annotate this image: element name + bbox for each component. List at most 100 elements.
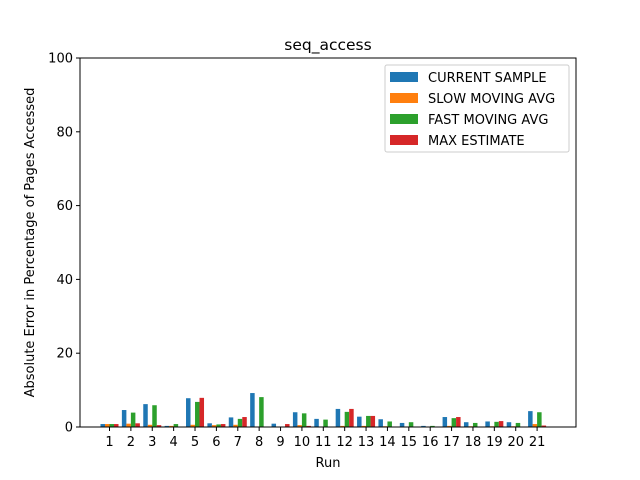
chart-title: seq_access: [284, 36, 371, 55]
legend-label: MAX ESTIMATE: [428, 134, 525, 149]
bar: [537, 412, 542, 427]
bar: [135, 423, 140, 427]
bar: [169, 425, 174, 427]
bar: [199, 397, 205, 427]
x-tick-label: 17: [443, 435, 460, 450]
bar: [173, 424, 179, 427]
bar: [421, 425, 426, 427]
bar: [207, 423, 212, 427]
y-tick-label: 40: [56, 273, 73, 288]
bar: [357, 416, 362, 427]
y-axis-ticks: 0 20 40 60 80 100: [48, 52, 80, 436]
legend: CURRENT SAMPLE SLOW MOVING AVG FAST MOVING…: [384, 64, 570, 153]
x-tick-label: 8: [255, 435, 263, 450]
bar: [498, 421, 504, 427]
x-tick-label: 9: [276, 435, 284, 450]
bar: [378, 419, 383, 427]
bar: [100, 424, 105, 427]
legend-box: [384, 64, 570, 153]
y-tick-label: 0: [65, 421, 73, 436]
bar: [472, 422, 478, 427]
legend-swatch: [390, 135, 418, 145]
x-tick-label: 14: [379, 435, 396, 450]
x-tick-label: 5: [191, 435, 199, 450]
x-tick-label: 6: [212, 435, 220, 450]
bar: [451, 418, 457, 427]
bar: [220, 424, 226, 427]
bar: [130, 412, 136, 427]
bar: [541, 425, 547, 427]
bar: [156, 425, 162, 427]
bar: [515, 422, 521, 427]
bar: [361, 425, 367, 427]
bar: [528, 411, 533, 427]
bar: [164, 425, 170, 427]
bar: [271, 423, 277, 427]
x-tick-label: 11: [315, 435, 332, 450]
bar: [292, 412, 298, 427]
bar: [105, 424, 110, 427]
bar: [216, 424, 221, 427]
legend-label: SLOW MOVING AVG: [428, 92, 555, 107]
bar: [447, 425, 452, 427]
bar: [237, 418, 243, 427]
x-tick-label: 3: [148, 435, 156, 450]
bar: [408, 422, 414, 427]
bar: [344, 411, 350, 427]
x-tick-label: 1: [105, 435, 113, 450]
legend-label: CURRENT SAMPLE: [428, 71, 547, 86]
plot-frame: [79, 57, 577, 428]
x-axis-title: Run: [316, 456, 341, 471]
bar: [485, 421, 490, 427]
x-tick-label: 12: [336, 435, 353, 450]
x-tick-label: 18: [465, 435, 482, 450]
bar: [143, 404, 148, 427]
bar: [366, 415, 371, 427]
bar: [387, 421, 392, 427]
bar: [340, 425, 345, 427]
y-tick-label: 100: [48, 52, 73, 67]
bar: [250, 393, 255, 427]
bar: [259, 397, 264, 427]
y-tick-label: 20: [56, 347, 73, 362]
bar: [456, 417, 461, 427]
x-tick-label: 15: [401, 435, 418, 450]
x-tick-label: 7: [234, 435, 242, 450]
x-tick-label: 19: [486, 435, 503, 450]
bar: [114, 424, 119, 427]
bar: [323, 419, 328, 427]
bar: [370, 415, 376, 427]
x-tick-label: 13: [358, 435, 375, 450]
bar: [463, 422, 469, 427]
bar: [152, 405, 157, 427]
bar: [349, 408, 354, 427]
bars-layer: [100, 393, 547, 427]
x-tick-label: 20: [507, 435, 524, 450]
legend-swatch: [390, 114, 418, 124]
bar: [126, 423, 131, 427]
bar: [430, 425, 435, 427]
y-axis-title: Absolute Error in Percentage of Pages Ac…: [23, 88, 38, 398]
x-tick-label: 4: [169, 435, 177, 450]
bar: [494, 421, 499, 427]
legend-swatch: [390, 93, 418, 103]
legend-swatch: [390, 72, 418, 82]
bar: [301, 413, 307, 427]
bar: [211, 425, 217, 427]
bar: [233, 424, 238, 427]
x-tick-label: 10: [294, 435, 311, 450]
y-tick-label: 60: [56, 199, 73, 214]
bar: [442, 417, 448, 427]
bar: [242, 417, 247, 427]
legend-label: FAST MOVING AVG: [428, 113, 548, 128]
bar: [532, 424, 538, 427]
x-tick-label: 16: [422, 435, 439, 450]
bar: [314, 418, 319, 427]
bar: [297, 425, 302, 427]
bar: [285, 424, 290, 427]
bar: [335, 408, 341, 427]
x-tick-label: 21: [529, 435, 546, 450]
bar: [147, 424, 153, 427]
bar: [399, 422, 405, 427]
